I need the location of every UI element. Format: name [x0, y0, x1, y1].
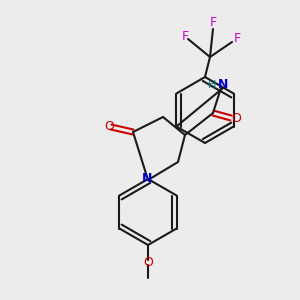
Text: H: H — [208, 80, 216, 90]
Text: O: O — [231, 112, 241, 124]
Text: N: N — [218, 79, 228, 92]
Text: O: O — [143, 256, 153, 269]
Text: F: F — [182, 31, 189, 44]
Text: F: F — [209, 16, 217, 28]
Text: O: O — [104, 121, 114, 134]
Text: F: F — [233, 32, 241, 46]
Text: N: N — [142, 172, 152, 184]
